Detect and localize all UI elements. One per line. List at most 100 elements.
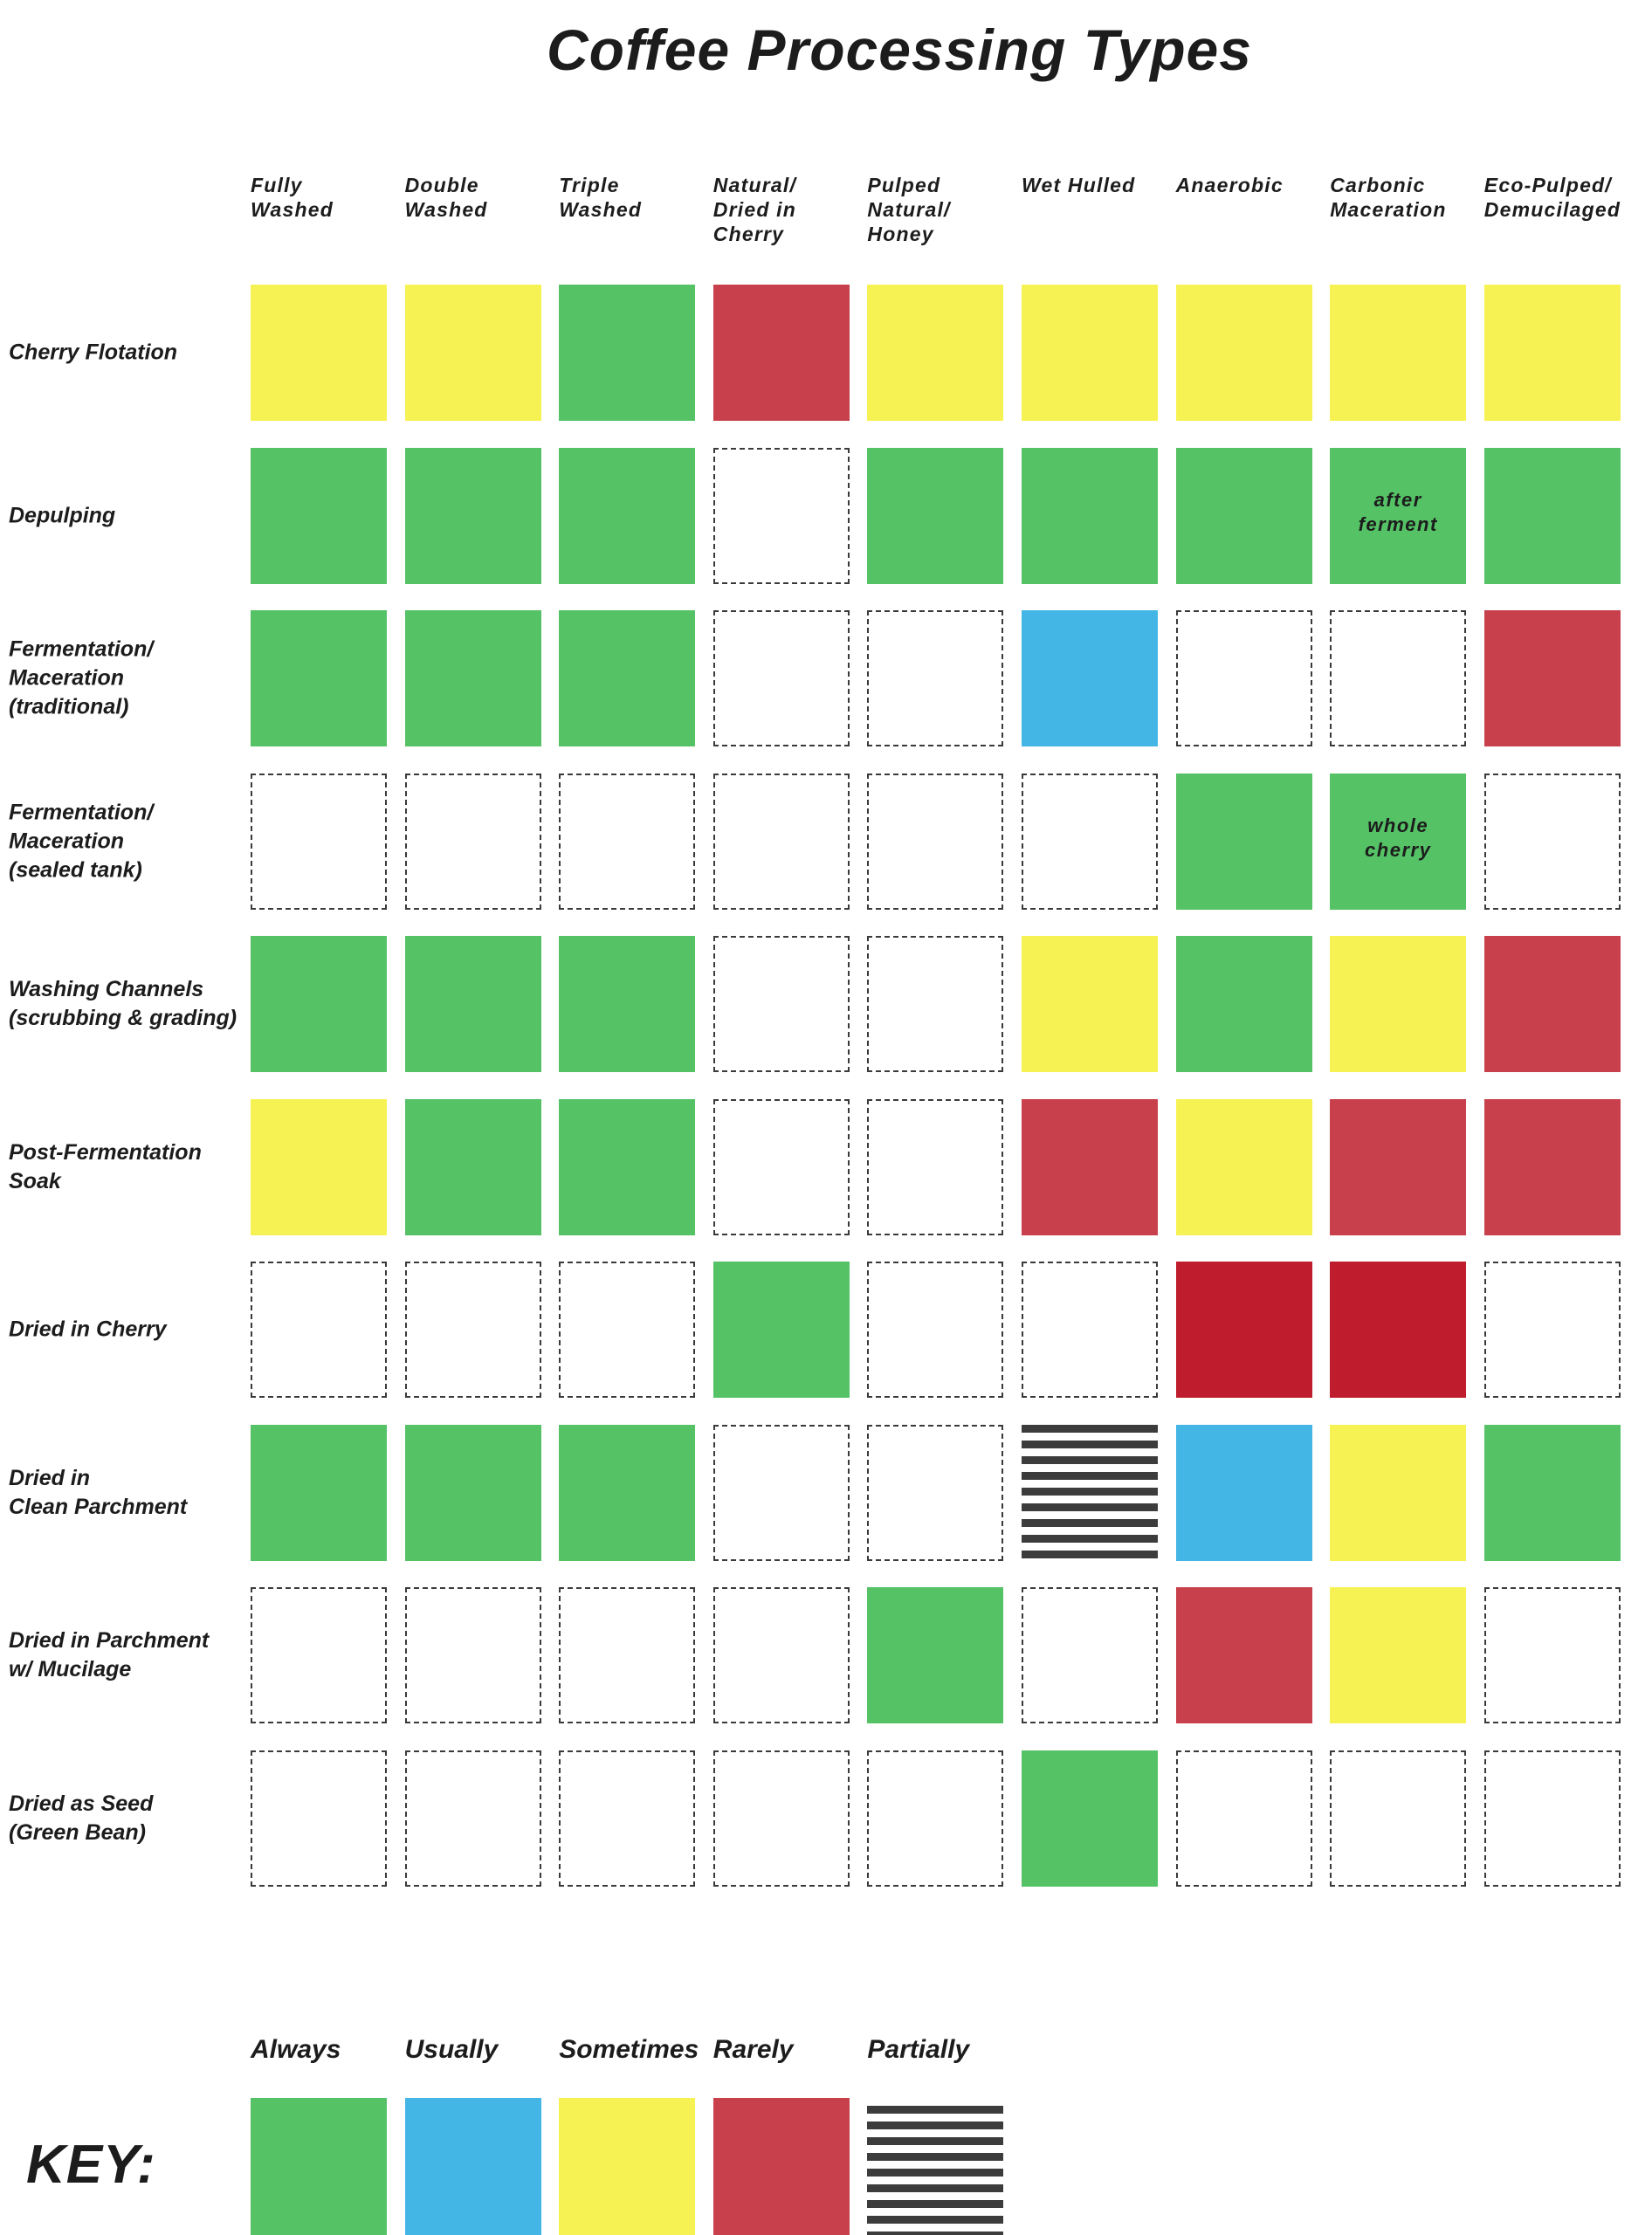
cell-dried-as-seed-green-bean-triple-washed-none (559, 1750, 696, 1887)
legend-swatch-partially (867, 2106, 1004, 2235)
column-header-pulped-natural-honey: Pulped Natural/ Honey (867, 174, 951, 245)
cell-dried-as-seed-green-bean-pulped-natural-honey-none (867, 1750, 1004, 1887)
cell-fermentation-maceration-traditional-double-washed-always (404, 610, 541, 746)
column-header-double-washed: Double Washed (404, 174, 488, 221)
cell-fermentation-maceration-traditional-anaerobic-none (1175, 610, 1312, 746)
cell-cherry-flotation-fully-washed-sometimes (251, 285, 387, 421)
row-label-depulping: Depulping (9, 503, 116, 527)
cell-washing-channels-scrubbing-grading-anaerobic-always (1175, 936, 1312, 1072)
cell-fermentation-maceration-traditional-carbonic-maceration-none (1330, 610, 1467, 746)
cell-dried-in-parchment-w-mucilage-carbonic-maceration-sometimes (1330, 1587, 1467, 1723)
row-label-fermentation-maceration-sealed-tank: Fermentation/ Maceration (sealed tank) (9, 800, 154, 882)
cell-dried-in-cherry-triple-washed-none (559, 1262, 696, 1398)
legend-swatch-usually (404, 2098, 541, 2235)
cell-post-fermentation-soak-natural-dried-in-cherry-none (712, 1098, 850, 1235)
row-label-dried-as-seed-green-bean: Dried as Seed (Green Bean) (9, 1791, 154, 1845)
cell-washing-channels-scrubbing-grading-carbonic-maceration-sometimes (1330, 936, 1467, 1072)
cell-washing-channels-scrubbing-grading-double-washed-always (404, 936, 541, 1072)
row-label-dried-in-parchment-w-mucilage: Dried in Parchment w/ Mucilage (9, 1628, 210, 1681)
cell-fermentation-maceration-traditional-triple-washed-always (559, 610, 696, 746)
column-header-anaerobic: Anaerobic (1175, 174, 1284, 196)
cell-cherry-flotation-pulped-natural-honey-sometimes (867, 285, 1004, 421)
cell-dried-in-clean-parchment-triple-washed-always (559, 1424, 696, 1561)
cell-fermentation-maceration-sealed-tank-double-washed-none (404, 773, 541, 910)
cell-fermentation-maceration-sealed-tank-natural-dried-in-cherry-none (712, 773, 850, 910)
cell-depulping-double-washed-always (404, 447, 541, 584)
cell-dried-in-parchment-w-mucilage-pulped-natural-honey-always (867, 1587, 1004, 1723)
cell-dried-in-parchment-w-mucilage-double-washed-none (404, 1587, 541, 1723)
cell-cherry-flotation-carbonic-maceration-sometimes (1330, 285, 1467, 421)
cell-post-fermentation-soak-triple-washed-always (559, 1098, 696, 1235)
cell-post-fermentation-soak-carbonic-maceration-rarely (1330, 1098, 1467, 1235)
cell-post-fermentation-soak-wet-hulled-rarely (1022, 1098, 1158, 1235)
row-label-washing-channels-scrubbing-grading: Washing Channels (scrubbing & grading) (9, 977, 237, 1030)
cell-fermentation-maceration-traditional-fully-washed-always (251, 610, 387, 746)
cell-post-fermentation-soak-fully-washed-sometimes (251, 1098, 387, 1235)
column-header-wet-hulled: Wet Hulled (1022, 174, 1136, 196)
cell-post-fermentation-soak-double-washed-always (404, 1098, 541, 1235)
cell-dried-in-cherry-pulped-natural-honey-none (867, 1262, 1004, 1398)
cell-depulping-anaerobic-always (1175, 447, 1312, 584)
cell-post-fermentation-soak-pulped-natural-honey-none (867, 1098, 1004, 1235)
cell-washing-channels-scrubbing-grading-eco-pulped-demucilaged-rarely (1483, 936, 1621, 1072)
cell-cherry-flotation-double-washed-sometimes (404, 285, 541, 421)
cell-fermentation-maceration-traditional-wet-hulled-usually (1022, 610, 1158, 746)
cell-depulping-natural-dried-in-cherry-none (712, 447, 850, 584)
cell-fermentation-maceration-sealed-tank-fully-washed-none (251, 773, 387, 910)
cell-post-fermentation-soak-eco-pulped-demucilaged-rarely (1483, 1098, 1621, 1235)
legend-swatch-always (251, 2098, 387, 2235)
cell-dried-in-clean-parchment-double-washed-always (404, 1424, 541, 1561)
cell-washing-channels-scrubbing-grading-pulped-natural-honey-none (867, 936, 1004, 1072)
row-label-dried-in-clean-parchment: Dried in Clean Parchment (9, 1465, 188, 1519)
cell-dried-as-seed-green-bean-double-washed-none (404, 1750, 541, 1887)
legend-label-partially: Partially (867, 2035, 970, 2064)
cell-dried-in-cherry-carbonic-maceration-never_strong (1330, 1262, 1467, 1398)
cell-dried-in-parchment-w-mucilage-wet-hulled-none (1022, 1587, 1158, 1723)
cell-dried-in-parchment-w-mucilage-anaerobic-rarely (1175, 1587, 1312, 1723)
cell-dried-in-clean-parchment-wet-hulled-partial (1022, 1424, 1158, 1561)
cell-cherry-flotation-eco-pulped-demucilaged-sometimes (1483, 285, 1621, 421)
cell-dried-in-parchment-w-mucilage-natural-dried-in-cherry-none (712, 1587, 850, 1723)
cell-fermentation-maceration-traditional-natural-dried-in-cherry-none (712, 610, 850, 746)
cell-dried-in-cherry-double-washed-none (404, 1262, 541, 1398)
row-label-post-fermentation-soak: Post-Fermentation Soak (9, 1139, 202, 1193)
cell-dried-in-clean-parchment-eco-pulped-demucilaged-always (1483, 1424, 1621, 1561)
chart-title: Coffee Processing Types (547, 17, 1252, 82)
cell-fermentation-maceration-traditional-pulped-natural-honey-none (867, 610, 1004, 746)
cell-fermentation-maceration-sealed-tank-triple-washed-none (559, 773, 696, 910)
cell-dried-in-cherry-eco-pulped-demucilaged-none (1483, 1262, 1621, 1398)
column-header-fully-washed: Fully Washed (251, 174, 334, 221)
cell-dried-in-clean-parchment-anaerobic-usually (1175, 1424, 1312, 1561)
cell-dried-as-seed-green-bean-eco-pulped-demucilaged-none (1483, 1750, 1621, 1887)
cell-dried-as-seed-green-bean-anaerobic-none (1175, 1750, 1312, 1887)
cell-dried-in-clean-parchment-pulped-natural-honey-none (867, 1424, 1004, 1561)
cell-dried-as-seed-green-bean-wet-hulled-always (1022, 1750, 1158, 1887)
cell-cherry-flotation-wet-hulled-sometimes (1022, 285, 1158, 421)
cell-depulping-fully-washed-always (251, 447, 387, 584)
cell-washing-channels-scrubbing-grading-natural-dried-in-cherry-none (712, 936, 850, 1072)
cell-fermentation-maceration-sealed-tank-wet-hulled-none (1022, 773, 1158, 910)
cell-dried-in-clean-parchment-natural-dried-in-cherry-none (712, 1424, 850, 1561)
cell-washing-channels-scrubbing-grading-fully-washed-always (251, 936, 387, 1072)
cell-washing-channels-scrubbing-grading-triple-washed-always (559, 936, 696, 1072)
cell-dried-in-cherry-anaerobic-never_strong (1175, 1262, 1312, 1398)
cell-depulping-pulped-natural-honey-always (867, 447, 1004, 584)
cell-dried-in-cherry-wet-hulled-none (1022, 1262, 1158, 1398)
legend-swatch-sometimes (559, 2098, 696, 2235)
cell-annotation: whole cherry (1365, 814, 1432, 861)
legend-label-usually: Usually (404, 2035, 499, 2064)
cell-fermentation-maceration-sealed-tank-anaerobic-always (1175, 773, 1312, 910)
cell-cherry-flotation-natural-dried-in-cherry-rarely (712, 285, 850, 421)
row-label-cherry-flotation: Cherry Flotation (9, 340, 178, 365)
cell-dried-in-parchment-w-mucilage-eco-pulped-demucilaged-none (1483, 1587, 1621, 1723)
cell-depulping-carbonic-maceration-always: after ferment (1330, 447, 1467, 584)
column-header-carbonic-maceration: Carbonic Maceration (1330, 174, 1447, 221)
cell-post-fermentation-soak-anaerobic-sometimes (1175, 1098, 1312, 1235)
legend-label-rarely: Rarely (712, 2035, 794, 2064)
cell-cherry-flotation-triple-washed-always (559, 285, 696, 421)
cell-dried-in-cherry-fully-washed-none (251, 1262, 387, 1398)
cell-dried-in-cherry-natural-dried-in-cherry-always (712, 1262, 850, 1398)
cell-depulping-triple-washed-always (559, 447, 696, 584)
cell-fermentation-maceration-sealed-tank-carbonic-maceration-always: whole cherry (1330, 773, 1467, 910)
